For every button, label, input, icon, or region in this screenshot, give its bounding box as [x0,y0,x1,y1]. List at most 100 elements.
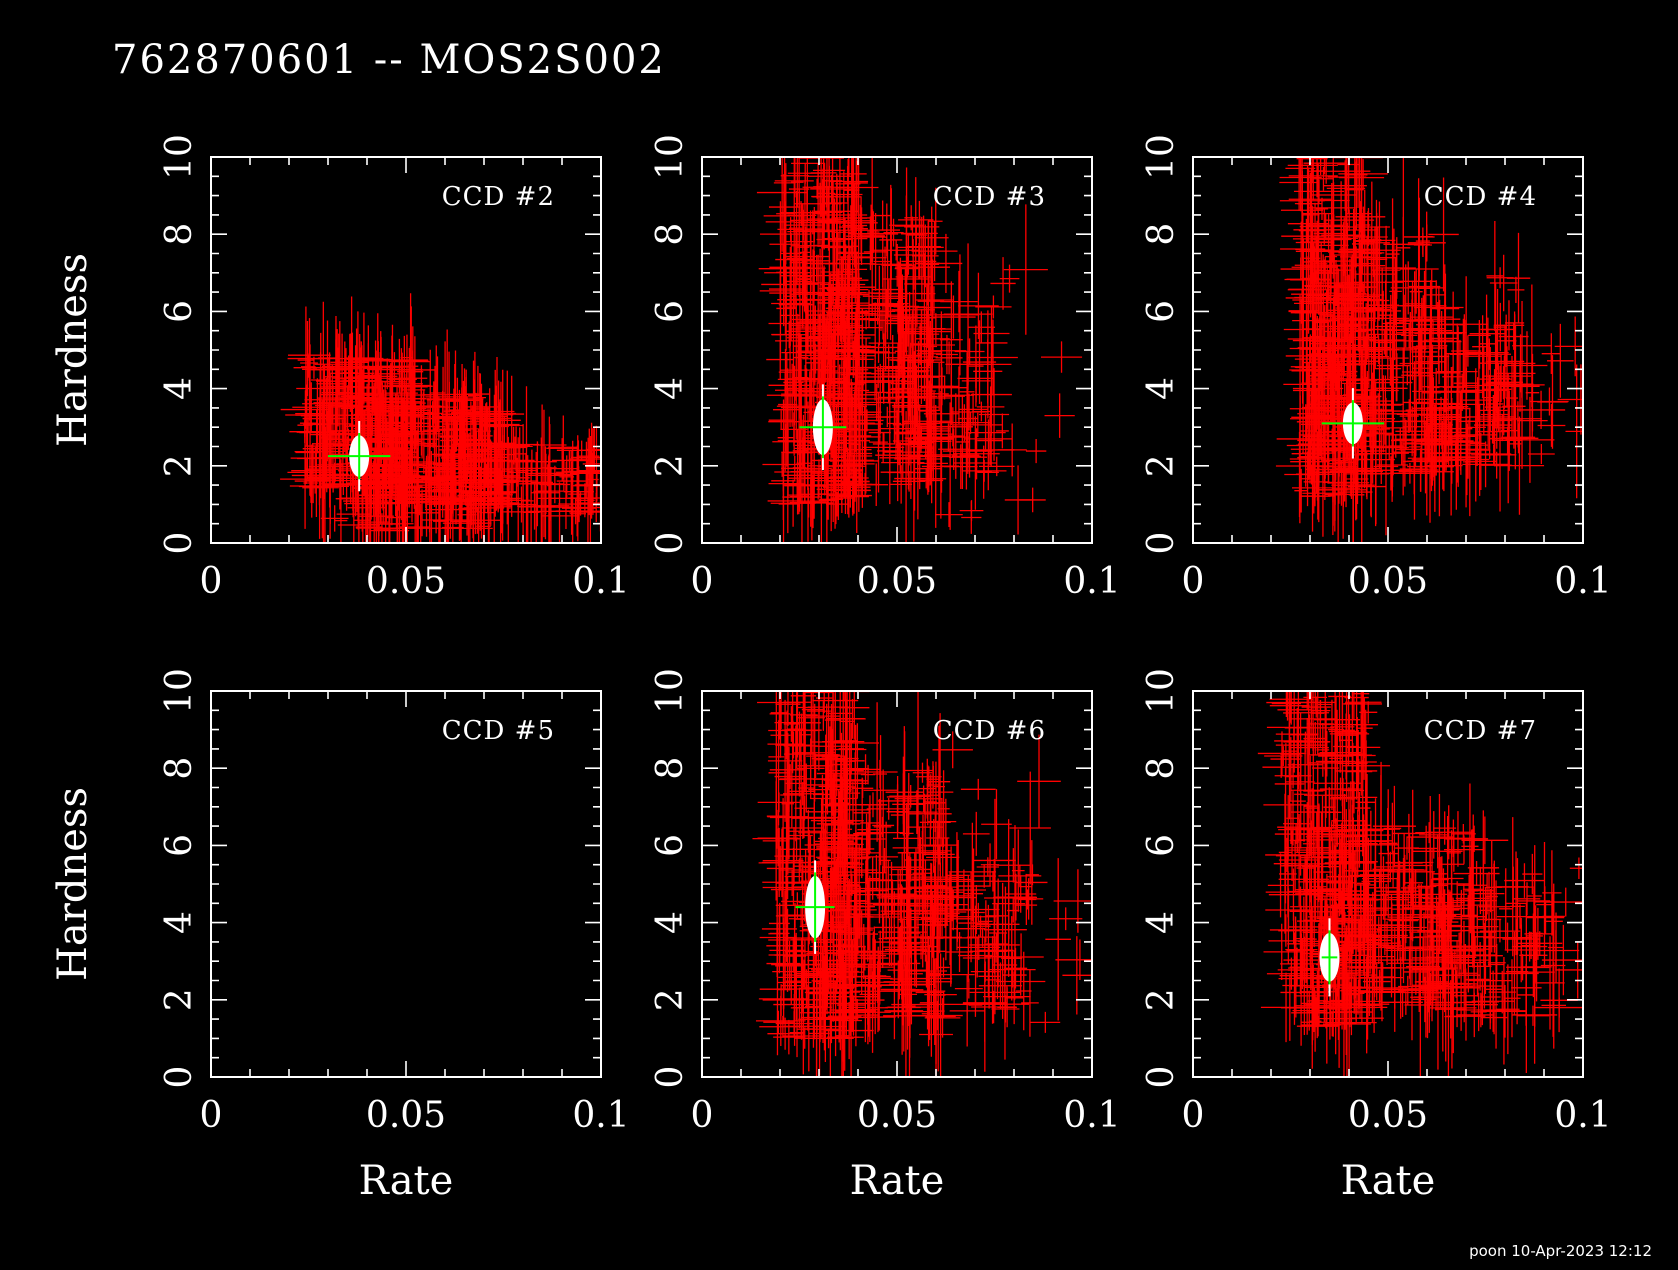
data-point [893,235,923,275]
data-point [1280,938,1325,990]
data-point [1485,840,1498,953]
data-point [878,927,921,1000]
data-point [1269,691,1313,725]
data-point [1490,931,1539,1015]
data-point [793,334,809,381]
data-point [1320,314,1345,425]
data-point [1492,866,1534,908]
data-point [928,958,941,989]
data-point [1450,920,1478,974]
data-point [1358,963,1406,1022]
data-point [891,884,912,991]
data-point [916,311,967,391]
data-point [1517,931,1563,956]
data-point [1335,907,1368,1004]
data-point [1055,939,1092,981]
data-point [1301,696,1331,718]
data-point [1421,311,1462,373]
y-tick-label: 2 [1141,988,1182,1011]
data-point [444,435,479,504]
data-point [786,371,834,421]
data-point [1458,870,1487,901]
data-point [1344,691,1363,719]
data-cloud [280,293,601,543]
data-point [767,481,800,520]
y-tick-label: 0 [650,1066,691,1089]
data-point [1387,884,1430,911]
data-point [1365,892,1381,980]
data-point [1458,403,1497,439]
data-point [1288,157,1338,201]
data-point [934,877,965,907]
mean-cross [795,872,835,942]
data-point [958,272,999,339]
data-point [798,798,845,867]
data-point [1541,924,1583,996]
data-point [1294,829,1336,899]
data-point [1484,355,1509,413]
data-point [1460,825,1489,852]
data-point [920,798,971,961]
data-point [891,394,927,417]
data-point [829,178,846,262]
x-axis-label: Rate [359,1158,454,1204]
data-point [1377,893,1427,962]
data-point [1335,867,1375,923]
data-point [334,459,348,543]
data-point [1306,212,1345,238]
data-point [1479,899,1494,921]
data-point [790,691,817,732]
data-point [1516,403,1548,438]
data-point [904,309,938,405]
data-point [909,959,923,988]
data-point [1431,964,1480,986]
data-point [800,268,847,374]
data-point [873,240,919,261]
data-point [551,498,600,525]
data-point [1469,936,1482,957]
data-point [775,941,804,991]
footer-timestamp: poon 10-Apr-2023 12:12 [1469,1242,1652,1260]
y-tick-labels: 0 2 4 6 8 10 [1141,668,1182,1088]
data-point [875,406,900,428]
data-point [954,978,983,999]
data-point [1347,695,1379,755]
data-point [868,420,891,445]
data-point [889,195,924,256]
data-point [1295,241,1332,262]
x-tick-label: 0 [691,1095,714,1136]
data-point [995,413,1009,449]
data-point [785,188,814,295]
data-point [1386,228,1402,308]
data-point [1428,868,1459,976]
x-tick-label: 0.1 [572,1095,629,1136]
data-point [1330,691,1355,807]
data-point [1488,970,1516,1014]
y-tick-label: 4 [650,377,691,400]
data-point [444,503,493,543]
y-tick-label: 6 [1141,834,1182,857]
data-point [781,966,802,1005]
data-point [422,456,469,543]
data-point [809,784,858,813]
y-tick-label: 4 [1141,377,1182,400]
data-point [1412,895,1461,918]
data-point [789,939,821,990]
data-point [1044,393,1075,438]
data-point [1337,809,1378,878]
data-point [1303,157,1338,176]
data-point [1011,829,1025,912]
y-tick-labels: 0 2 4 6 8 10 [1141,134,1182,554]
data-point [770,712,791,758]
data-point [773,1019,805,1055]
data-point [569,486,587,542]
data-point [1362,962,1391,1001]
data-point [1308,249,1352,273]
data-point [569,435,601,543]
data-point [295,344,325,483]
data-point [1439,291,1467,374]
data-point [1302,449,1344,537]
data-point [990,257,1016,310]
data-point [775,731,812,759]
y-tick-label: 10 [159,134,200,180]
